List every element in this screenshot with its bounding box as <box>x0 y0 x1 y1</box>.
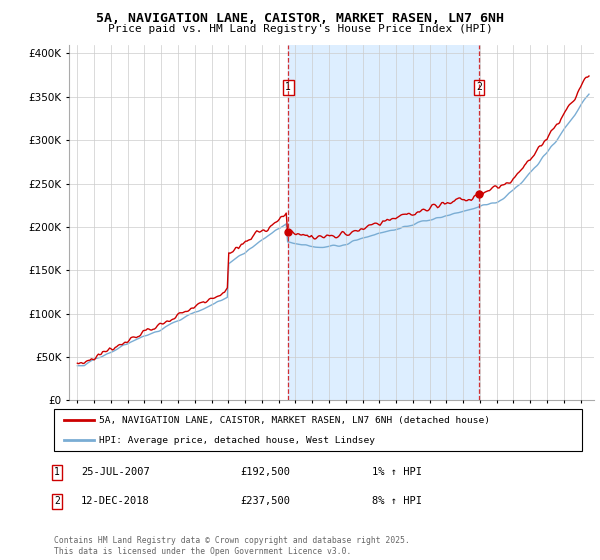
Text: Contains HM Land Registry data © Crown copyright and database right 2025.
This d: Contains HM Land Registry data © Crown c… <box>54 536 410 556</box>
Text: HPI: Average price, detached house, West Lindsey: HPI: Average price, detached house, West… <box>99 436 375 445</box>
Bar <box>288 45 479 400</box>
Text: 1: 1 <box>54 467 60 477</box>
Text: 1: 1 <box>285 82 291 92</box>
Text: 12-DEC-2018: 12-DEC-2018 <box>81 496 150 506</box>
Text: 5A, NAVIGATION LANE, CAISTOR, MARKET RASEN, LN7 6NH: 5A, NAVIGATION LANE, CAISTOR, MARKET RAS… <box>96 12 504 25</box>
Text: 25-JUL-2007: 25-JUL-2007 <box>81 467 150 477</box>
Text: 2: 2 <box>54 496 60 506</box>
Text: 1% ↑ HPI: 1% ↑ HPI <box>372 467 422 477</box>
Text: 8% ↑ HPI: 8% ↑ HPI <box>372 496 422 506</box>
Text: 2: 2 <box>476 82 482 92</box>
Text: £192,500: £192,500 <box>240 467 290 477</box>
Text: £237,500: £237,500 <box>240 496 290 506</box>
Text: Price paid vs. HM Land Registry's House Price Index (HPI): Price paid vs. HM Land Registry's House … <box>107 24 493 34</box>
Text: 5A, NAVIGATION LANE, CAISTOR, MARKET RASEN, LN7 6NH (detached house): 5A, NAVIGATION LANE, CAISTOR, MARKET RAS… <box>99 416 490 424</box>
